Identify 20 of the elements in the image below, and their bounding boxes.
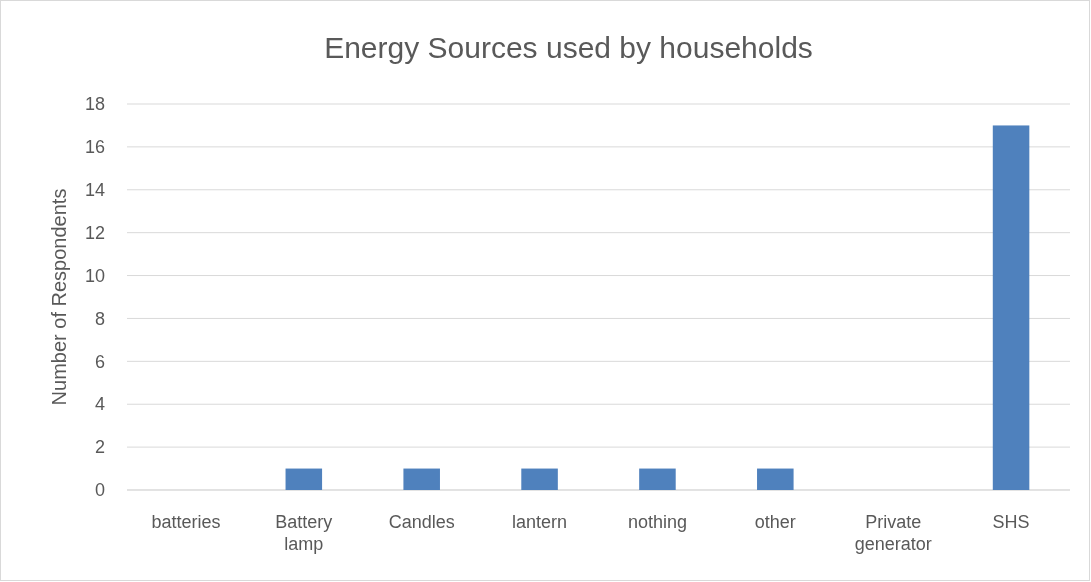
y-axis-title: Number of Respondents [48,188,70,406]
x-tick-label: Private generator [854,512,932,554]
y-tick-label: 4 [94,394,105,415]
x-tick-label: Candles [388,512,455,532]
x-tick-label: lantern [512,512,568,532]
x-tick-label: Battery lamp [275,512,333,554]
y-tick-label: 14 [84,180,105,201]
y-tick-label: 8 [94,308,105,329]
y-tick-label: 6 [94,351,105,372]
y-tick-label: 12 [84,222,105,243]
x-tick-label: other [754,512,796,532]
y-tick-label: 18 [84,94,105,115]
y-tick-label: 10 [84,265,105,286]
y-tick-label: 2 [94,437,105,458]
x-tick-label: nothing [627,512,687,532]
x-tick-label: batteries [151,512,221,532]
chart-title: Energy Sources used by households [324,31,813,64]
y-tick-label: 16 [84,137,105,158]
x-tick-label: SHS [992,512,1030,532]
y-tick-label: 0 [94,480,105,501]
